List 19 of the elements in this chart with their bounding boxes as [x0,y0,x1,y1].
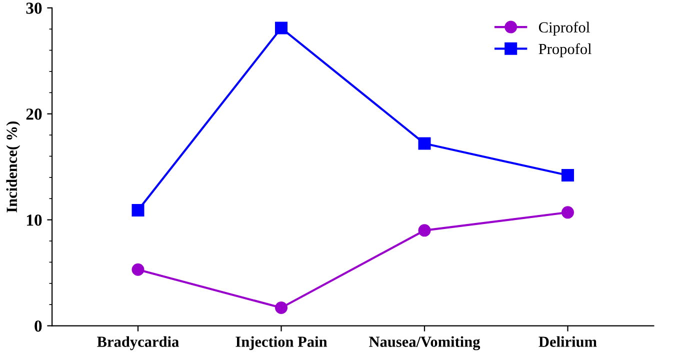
y-tick-label: 0 [34,320,42,332]
point [275,302,288,314]
x-tick-label: Bradycardia [97,336,179,350]
point [561,206,574,219]
point [132,263,144,276]
point [418,137,431,150]
point [132,204,144,217]
x-tick-label: Delirium [538,336,597,347]
y-tick-label: 20 [26,108,42,120]
point [418,224,431,237]
x-tick-label: Injection Pain [236,336,328,350]
y-tick-label: 10 [27,214,42,226]
y-tick-label: 30 [26,2,42,14]
y-axis-title: Incidence( %) [6,121,20,212]
point [275,22,288,34]
legend-label: Propofol [538,43,592,58]
legend-label: Ciprofol [538,22,590,36]
x-tick-label: Nausea/Vomiting [369,336,480,350]
point [561,169,574,182]
